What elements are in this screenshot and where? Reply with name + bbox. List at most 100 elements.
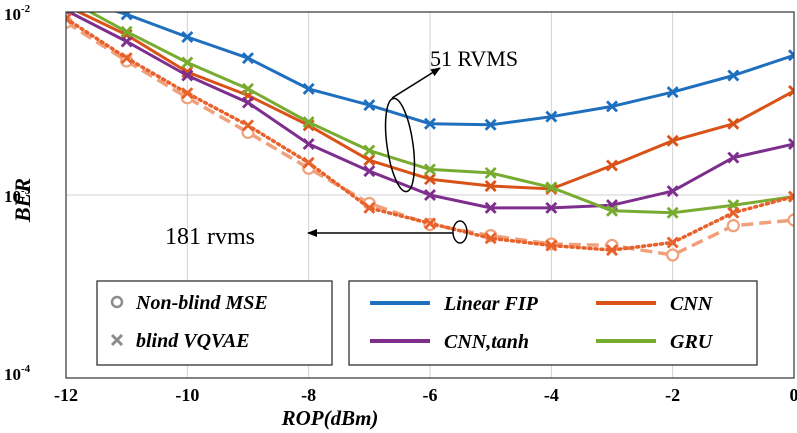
point-non-blind-mse — [726, 219, 740, 233]
y-tick-label: 10-2 — [4, 3, 31, 24]
series-gru — [61, 0, 794, 219]
legend-label-non-blind-mse: Non-blind MSE — [135, 292, 268, 314]
point-cnn — [424, 173, 436, 186]
point-cnn — [61, 1, 71, 11]
point-gru — [545, 181, 558, 194]
x-axis-label: ROP(dBm) — [281, 406, 379, 430]
point-blind-vqvae — [727, 206, 740, 219]
point-linear-fip — [788, 49, 794, 62]
legend-label-cnn: CNN — [670, 293, 714, 315]
point-gru — [606, 204, 618, 217]
point-cnn — [606, 159, 618, 172]
point-gru — [181, 56, 194, 69]
point-blind-vqvae — [302, 156, 315, 169]
series-cnn-tanh — [66, 12, 794, 214]
point-gru — [242, 82, 254, 95]
point-cnn-tanh — [484, 201, 497, 214]
point-cnn — [666, 134, 679, 147]
point-linear-fip — [424, 117, 436, 130]
legend-left: Non-blind MSE blind VQVAE — [96, 280, 333, 366]
annotation-ellipse-51 — [384, 97, 416, 193]
point-blind-vqvae — [788, 190, 794, 203]
legend-right-box — [348, 280, 758, 366]
point-cnn-tanh — [788, 137, 794, 150]
point-blind-vqvae — [484, 232, 497, 245]
series-linear-fip — [61, 0, 794, 131]
point-linear-fip — [545, 110, 558, 123]
x-tick-label: -4 — [544, 385, 559, 405]
annotation-arrow-51 — [391, 67, 441, 99]
point-cnn-tanh — [727, 151, 740, 164]
circle-marker-icon — [110, 295, 124, 309]
point-cnn-tanh — [302, 137, 315, 150]
annotation-text-51: 51 RVMS — [430, 46, 518, 71]
point-linear-fip — [606, 100, 618, 113]
point-cnn-tanh — [181, 69, 194, 82]
point-gru — [61, 0, 71, 4]
point-blind-vqvae — [666, 236, 679, 249]
point-cnn — [788, 85, 794, 98]
point-blind-vqvae — [424, 217, 436, 230]
point-cnn-tanh — [242, 96, 254, 109]
point-blind-vqvae — [606, 244, 618, 257]
point-linear-fip — [242, 52, 254, 65]
point-cnn — [484, 180, 497, 192]
x-tick-label: -6 — [423, 385, 438, 405]
point-non-blind-mse — [787, 213, 794, 227]
x-tick-labels: -12 -10 -8 -6 -4 -2 0 — [54, 385, 797, 405]
point-linear-fip — [484, 118, 497, 131]
point-non-blind-mse — [666, 248, 680, 262]
y-tick-label: 10-4 — [4, 363, 31, 384]
x-tick-label: -10 — [175, 385, 199, 405]
point-blind-vqvae — [363, 201, 376, 214]
point-blind-vqvae — [181, 87, 194, 100]
legend-label-cnn-tanh: CNN,tanh — [444, 331, 529, 353]
point-linear-fip — [302, 82, 315, 95]
x-tick-label: 0 — [790, 385, 797, 405]
cross-marker-icon — [110, 333, 124, 347]
x-tick-label: -12 — [54, 385, 78, 405]
point-linear-fip — [363, 99, 376, 112]
point-linear-fip — [727, 69, 740, 82]
point-blind-vqvae — [120, 52, 133, 65]
point-gru — [484, 166, 497, 179]
annotation-text-181: 181 rvms — [165, 224, 255, 250]
point-gru — [302, 116, 315, 129]
point-gru — [666, 206, 679, 219]
legend-item-blind-vqvae: blind VQVAE — [110, 330, 250, 352]
legend-item-cnn-tanh: CNN,tanh — [370, 331, 529, 353]
annotation-181-rvms: 181 rvms — [165, 220, 468, 250]
legend-right: Linear FIP CNN CNN,tanh GRU — [348, 280, 758, 366]
point-gru — [424, 163, 436, 176]
point-cnn-tanh — [424, 189, 436, 201]
plot-frame — [65, 11, 795, 379]
point-blind-vqvae — [66, 12, 72, 25]
legend-item-non-blind-mse: Non-blind MSE — [110, 292, 268, 314]
y-tick-label: 10-3 — [4, 185, 31, 206]
point-cnn — [363, 154, 376, 167]
legend-left-box — [96, 280, 333, 366]
point-cnn-tanh — [545, 201, 558, 214]
annotation-ellipse-181 — [452, 220, 468, 244]
point-cnn — [727, 117, 740, 130]
legend-label-linear-fip: Linear FIP — [443, 293, 539, 315]
y-axis-label: BER — [10, 178, 35, 223]
legend-item-gru: GRU — [596, 331, 714, 353]
y-tick-labels: 10-2 10-3 10-4 — [4, 3, 31, 384]
point-linear-fip — [120, 12, 133, 21]
point-blind-vqvae — [242, 119, 254, 132]
point-gru — [120, 25, 133, 38]
x-tick-label: -2 — [665, 385, 680, 405]
series-blind-vqvae — [66, 12, 794, 257]
annotation-51-rvms: 51 RVMS — [384, 46, 518, 193]
point-linear-fip — [61, 0, 71, 1]
legend-item-linear-fip: Linear FIP — [370, 293, 539, 315]
point-linear-fip — [666, 86, 679, 99]
point-blind-vqvae — [545, 239, 558, 252]
legend-label-blind-vqvae: blind VQVAE — [136, 330, 250, 352]
legend-label-gru: GRU — [670, 331, 714, 353]
legend-item-cnn: CNN — [596, 293, 714, 315]
x-tick-label: -8 — [301, 385, 316, 405]
plot-series — [61, 0, 794, 262]
